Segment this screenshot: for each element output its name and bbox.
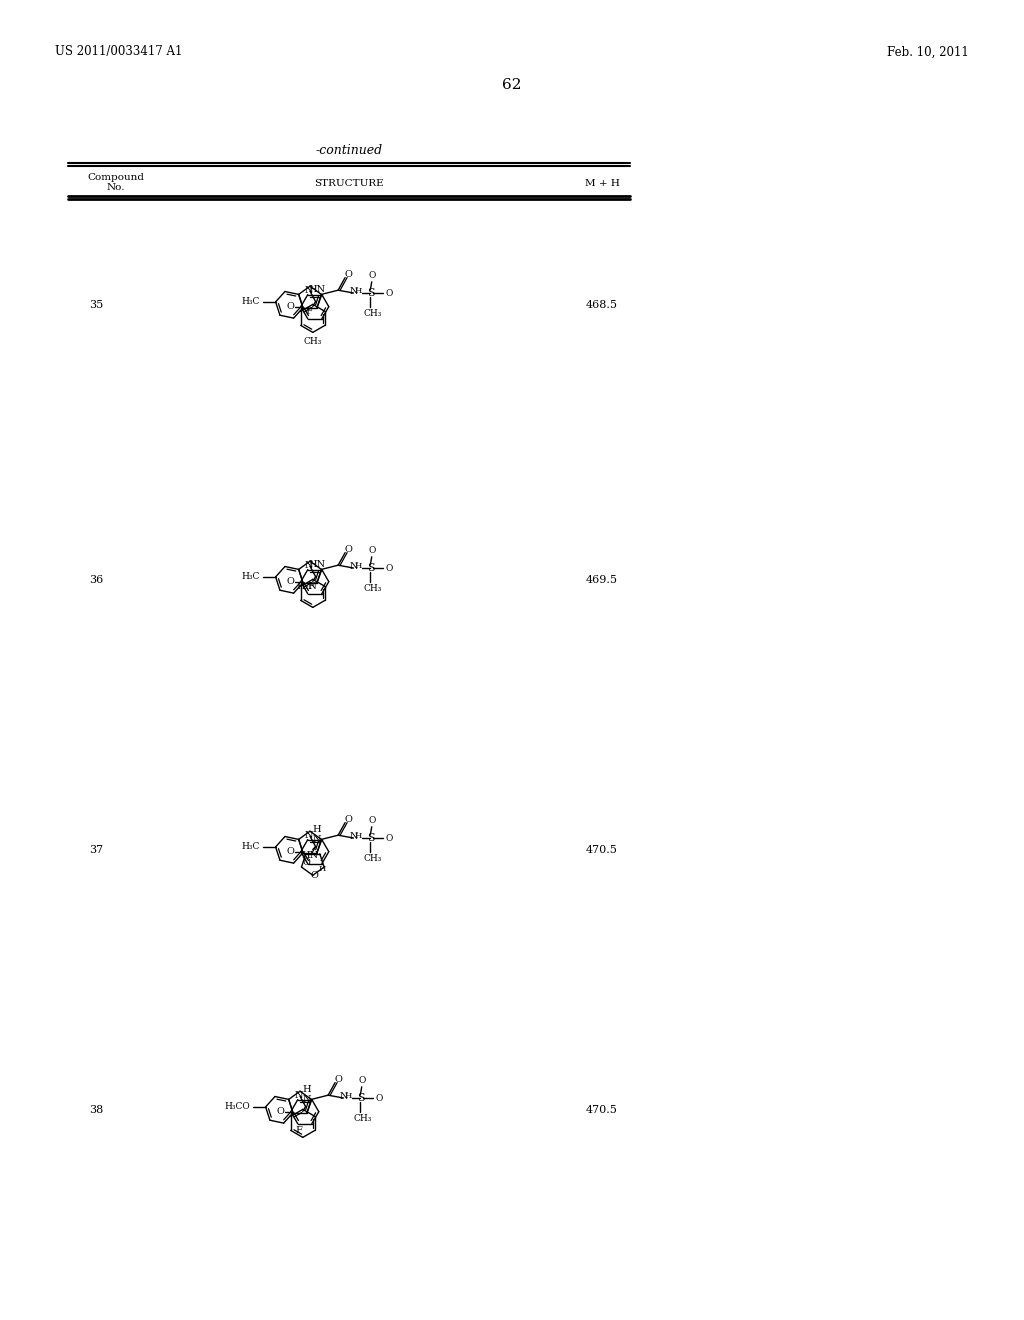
Text: N: N bbox=[349, 286, 357, 296]
Text: O: O bbox=[385, 833, 392, 842]
Text: O: O bbox=[287, 302, 295, 312]
Text: H₃C: H₃C bbox=[242, 573, 260, 581]
Text: S: S bbox=[368, 833, 375, 843]
Text: O: O bbox=[385, 289, 392, 297]
Text: 470.5: 470.5 bbox=[586, 845, 617, 855]
Text: H₂N: H₂N bbox=[297, 582, 317, 591]
Text: O: O bbox=[385, 564, 392, 573]
Text: HN: HN bbox=[308, 285, 326, 294]
Text: O: O bbox=[334, 1074, 342, 1084]
Text: O: O bbox=[368, 272, 376, 280]
Text: N: N bbox=[349, 561, 357, 570]
Text: O: O bbox=[344, 271, 352, 279]
Text: HN: HN bbox=[308, 560, 326, 569]
Text: No.: No. bbox=[106, 183, 125, 193]
Text: O: O bbox=[302, 858, 310, 866]
Text: N: N bbox=[349, 832, 357, 841]
Text: H: H bbox=[355, 562, 362, 570]
Text: H
N: H N bbox=[312, 825, 322, 845]
Text: H₃C: H₃C bbox=[242, 297, 260, 306]
Text: O: O bbox=[344, 545, 352, 554]
Text: O: O bbox=[276, 1107, 285, 1117]
Text: N: N bbox=[305, 285, 313, 294]
Text: O: O bbox=[287, 847, 295, 857]
Text: S: S bbox=[368, 564, 375, 573]
Text: 36: 36 bbox=[89, 576, 103, 585]
Text: US 2011/0033417 A1: US 2011/0033417 A1 bbox=[55, 45, 182, 58]
Text: N: N bbox=[305, 830, 313, 840]
Text: CH₃: CH₃ bbox=[364, 583, 382, 593]
Text: F: F bbox=[295, 1126, 302, 1135]
Text: O: O bbox=[310, 871, 318, 879]
Text: 470.5: 470.5 bbox=[586, 1105, 617, 1115]
Text: O: O bbox=[368, 816, 376, 825]
Text: STRUCTURE: STRUCTURE bbox=[314, 178, 384, 187]
Text: CH₃: CH₃ bbox=[364, 309, 382, 318]
Text: F: F bbox=[307, 582, 314, 591]
Text: CH₃: CH₃ bbox=[353, 1114, 372, 1122]
Text: Compound: Compound bbox=[87, 173, 144, 182]
Text: S: S bbox=[368, 288, 375, 298]
Text: H: H bbox=[355, 832, 362, 840]
Text: M + H: M + H bbox=[585, 178, 620, 187]
Text: CH₃: CH₃ bbox=[364, 854, 382, 862]
Text: F: F bbox=[305, 306, 312, 315]
Text: CH₃: CH₃ bbox=[303, 337, 322, 346]
Text: 38: 38 bbox=[89, 1105, 103, 1115]
Text: 37: 37 bbox=[89, 845, 103, 855]
Text: H
N: H N bbox=[302, 1085, 311, 1105]
Text: N: N bbox=[339, 1092, 348, 1101]
Text: -continued: -continued bbox=[315, 144, 383, 157]
Text: H: H bbox=[345, 1092, 352, 1100]
Text: H₃CO: H₃CO bbox=[224, 1102, 250, 1111]
Text: 62: 62 bbox=[502, 78, 522, 92]
Text: H: H bbox=[318, 865, 326, 873]
Text: N: N bbox=[295, 1090, 303, 1100]
Text: 468.5: 468.5 bbox=[586, 300, 618, 310]
Text: H₃C: H₃C bbox=[242, 842, 260, 851]
Text: H: H bbox=[355, 286, 362, 294]
Text: 469.5: 469.5 bbox=[586, 576, 618, 585]
Text: O: O bbox=[344, 816, 352, 824]
Text: O: O bbox=[287, 577, 295, 586]
Text: O: O bbox=[375, 1093, 383, 1102]
Text: O: O bbox=[368, 546, 376, 556]
Text: O: O bbox=[358, 1076, 366, 1085]
Text: HN: HN bbox=[301, 851, 318, 861]
Text: N: N bbox=[305, 561, 313, 570]
Text: 35: 35 bbox=[89, 300, 103, 310]
Text: Feb. 10, 2011: Feb. 10, 2011 bbox=[887, 45, 969, 58]
Text: S: S bbox=[357, 1093, 366, 1104]
